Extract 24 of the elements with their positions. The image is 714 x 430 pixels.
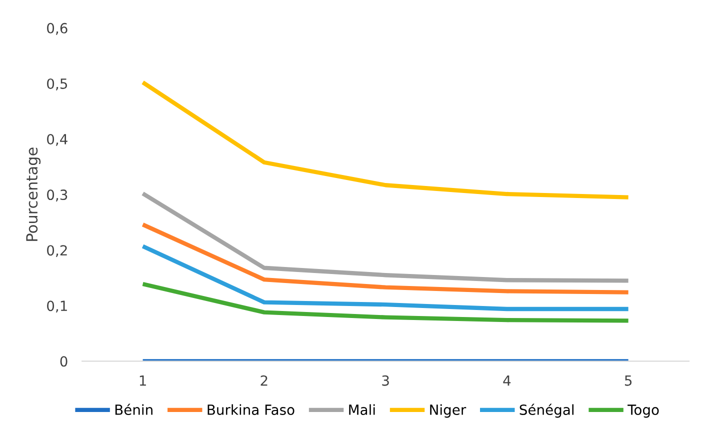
line-series: [140, 80, 630, 200]
y-tick-label: 0,5: [47, 78, 68, 90]
y-tick-label: 0,2: [47, 245, 67, 258]
legend-label: Sénégal: [520, 404, 574, 418]
y-tick-label: 0,3: [47, 190, 68, 202]
y-tick-label: 0,4: [47, 134, 68, 146]
legend-label: Burkina Faso: [208, 404, 294, 415]
legend-label: Togo: [628, 404, 659, 418]
x-tick-label: 2: [260, 375, 268, 386]
line-series: [140, 222, 630, 294]
y-axis-title: Pourcentage: [26, 148, 41, 241]
x-tick-label: 4: [503, 376, 511, 386]
y-tick-label: 0,6: [47, 22, 68, 35]
line-series: [140, 282, 630, 323]
legend-label: Bénin: [115, 404, 152, 415]
y-tick-label: 0,1: [47, 300, 67, 313]
x-tick-label: 3: [382, 375, 389, 386]
legend-label: Niger: [430, 404, 466, 418]
x-tick-label: 5: [624, 376, 632, 386]
line-series: [140, 244, 630, 312]
legend-label: Mali: [349, 404, 375, 415]
line-series: [140, 191, 630, 283]
y-tick-label: 0: [60, 356, 68, 367]
x-tick-label: 1: [140, 376, 146, 386]
